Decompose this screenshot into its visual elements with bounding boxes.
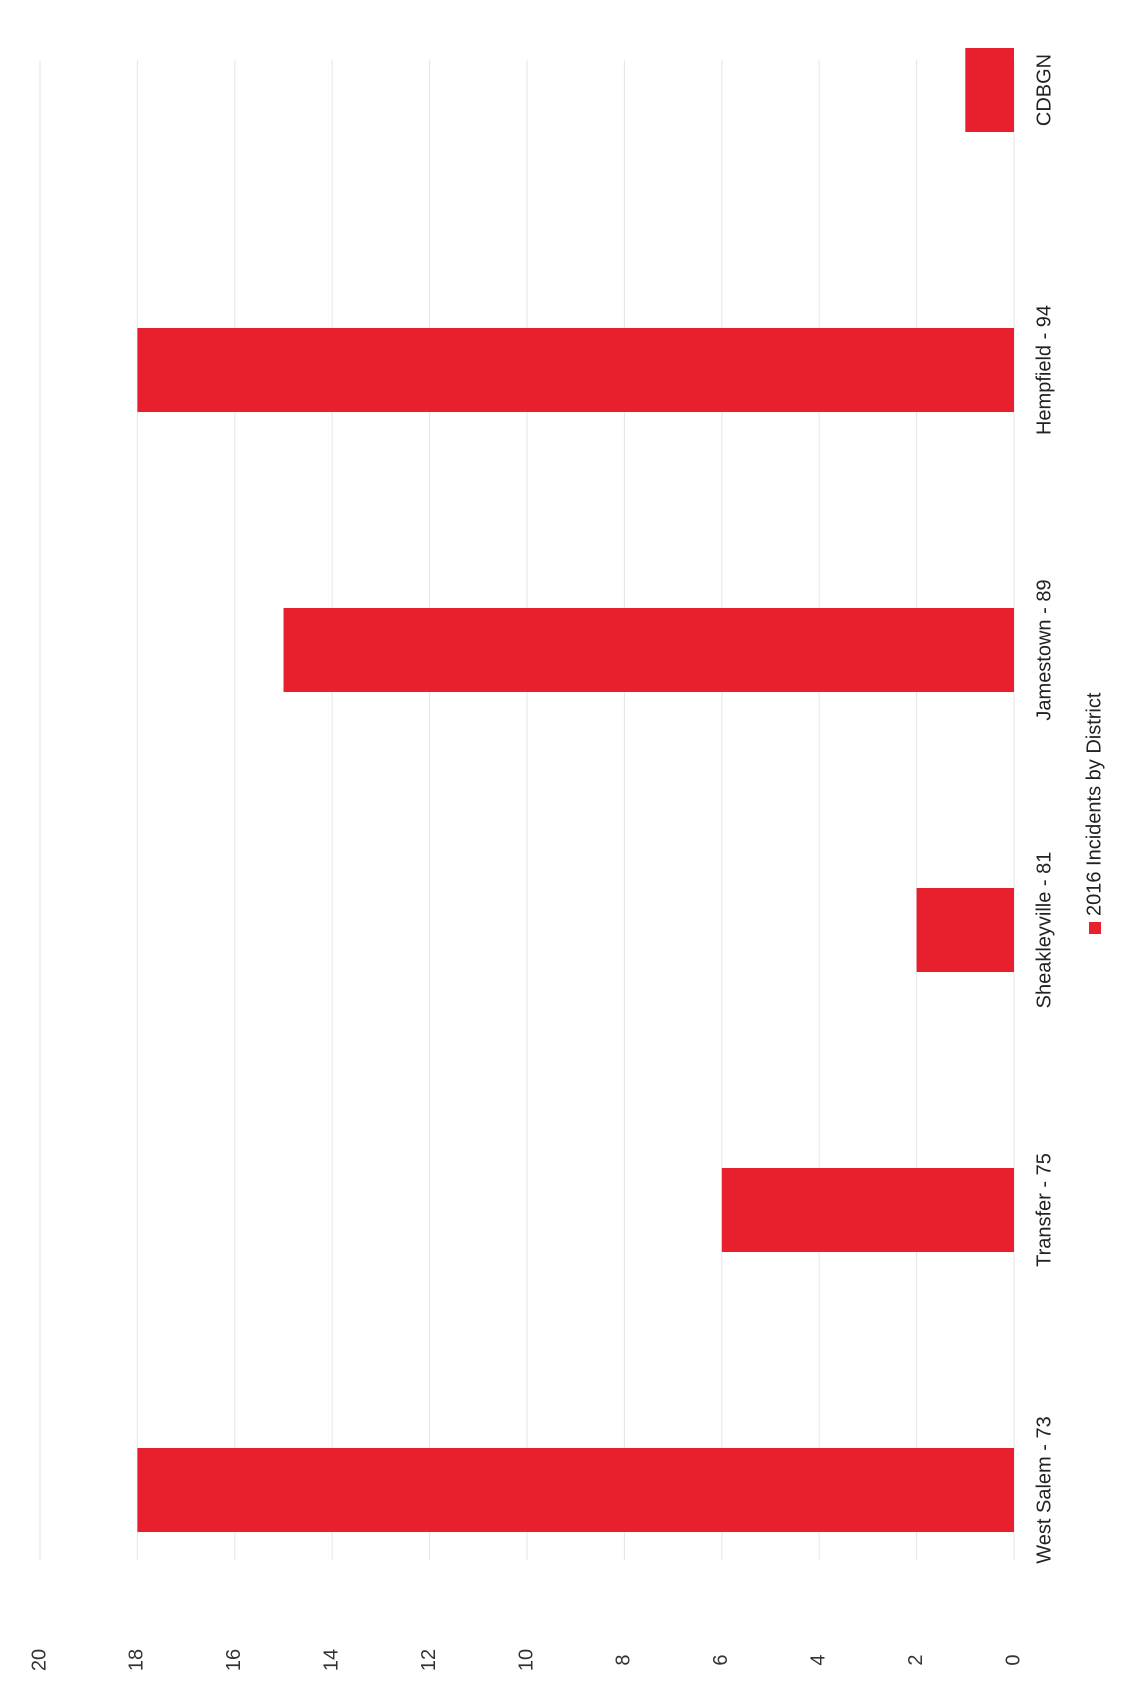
value-tick-label: 18 xyxy=(126,1649,148,1671)
value-tick-label: 16 xyxy=(223,1649,245,1671)
value-tick-label: 10 xyxy=(515,1649,537,1671)
category-label: Jamestown - 89 xyxy=(1033,579,1055,720)
category-label: Transfer - 75 xyxy=(1033,1153,1055,1267)
bar xyxy=(965,48,1014,132)
value-tick-label: 4 xyxy=(807,1654,829,1665)
category-label: Hempfield - 94 xyxy=(1033,305,1055,435)
value-tick-label: 14 xyxy=(320,1649,342,1671)
value-tick-label: 20 xyxy=(28,1649,50,1671)
bar xyxy=(137,1448,1014,1532)
legend: 2016 Incidents by District xyxy=(1083,692,1105,934)
legend-swatch xyxy=(1089,922,1101,934)
category-axis-labels: West Salem - 73 Transfer - 75 Sheakleyvill… xyxy=(1033,54,1055,1564)
category-label: Sheakleyville - 81 xyxy=(1033,852,1055,1009)
value-tick-label: 0 xyxy=(1002,1654,1024,1665)
bar xyxy=(137,328,1014,412)
bar xyxy=(283,608,1014,692)
value-tick-label: 8 xyxy=(613,1654,635,1665)
bar xyxy=(721,1168,1014,1252)
category-label: West Salem - 73 xyxy=(1033,1416,1055,1563)
value-tick-label: 12 xyxy=(418,1649,440,1671)
bar-layer xyxy=(137,48,1014,1532)
category-label: CDBGN xyxy=(1033,54,1055,126)
value-tick-label: 6 xyxy=(710,1654,732,1665)
grid-layer xyxy=(39,60,1015,1560)
bar xyxy=(916,888,1014,972)
legend-label: 2016 Incidents by District xyxy=(1083,692,1105,916)
value-tick-label: 2 xyxy=(905,1654,927,1665)
value-axis-ticks: 0 2 4 6 8 10 12 14 16 18 20 xyxy=(28,1649,1024,1671)
